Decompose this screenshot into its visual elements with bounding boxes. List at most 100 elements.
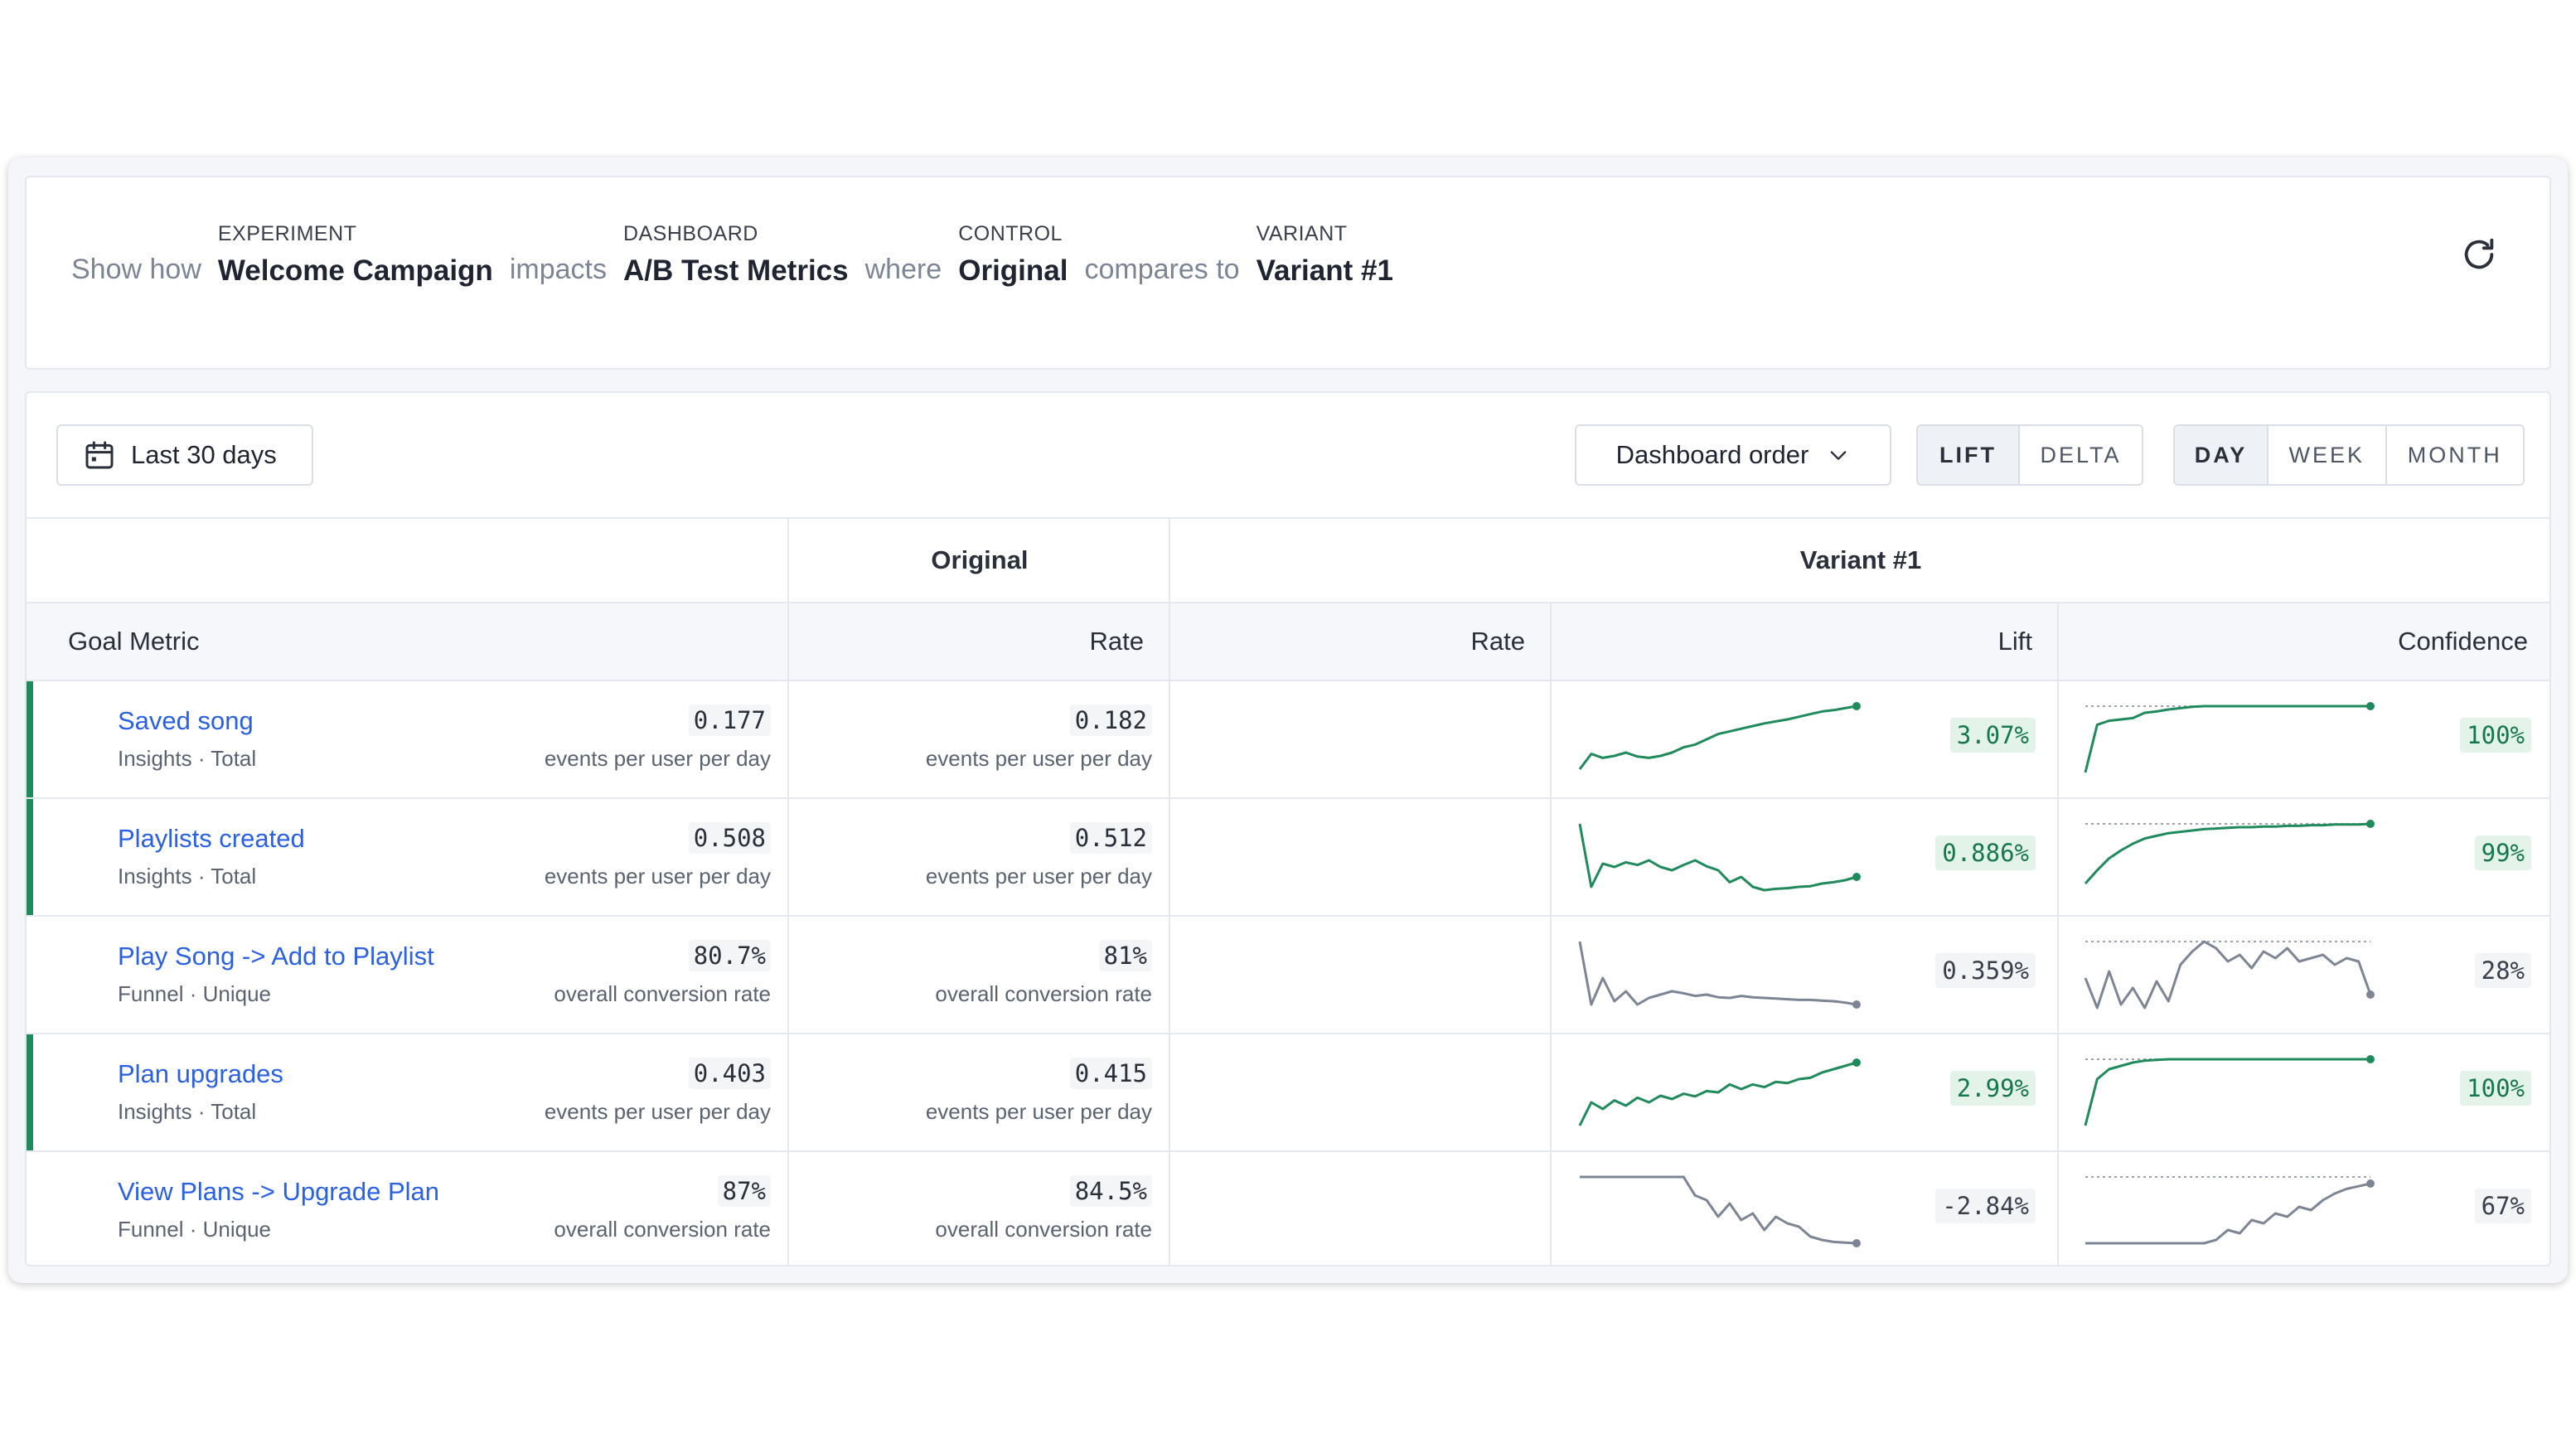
original-rate-value: 80.7% [688, 940, 771, 971]
experiment-value[interactable]: Welcome Campaign [217, 254, 493, 287]
variant-rate-value: 0.415 [1069, 1058, 1152, 1089]
metric-name-link[interactable]: View Plans -> Upgrade Plan [118, 1177, 440, 1206]
column-divider [1169, 517, 1170, 1265]
sparkline-endpoint [1852, 1000, 1861, 1009]
metric-source: Funnel · Unique [118, 1217, 271, 1242]
sparkline-endpoint [1852, 1239, 1861, 1247]
sparkline-path [2085, 1182, 2371, 1245]
original-rate-value: 0.403 [688, 1058, 771, 1089]
confidence-sparkline [2084, 1055, 2375, 1126]
period-toggle: DAY WEEK MONTH [2173, 424, 2525, 486]
significance-marker [27, 681, 33, 797]
word-compares-to: compares to [1084, 254, 1240, 285]
dashboard-value[interactable]: A/B Test Metrics [622, 254, 849, 287]
experiment-picker[interactable]: EXPERIMENT Welcome Campaign [218, 222, 493, 288]
sparkline-path [2084, 1058, 2370, 1126]
sparkline-endpoint [1852, 873, 1861, 881]
confidence-sparkline [2084, 940, 2375, 1010]
lift-value: -2.84% [1935, 1189, 2036, 1223]
dashboard-picker[interactable]: DASHBOARD A/B Test Metrics [623, 222, 849, 288]
mode-toggle: LIFT DELTA [1916, 424, 2143, 486]
original-rate-value: 87% [717, 1175, 771, 1207]
confidence-value: 100% [2460, 1071, 2531, 1106]
order-label: Dashboard order [1615, 440, 1809, 469]
column-divider [787, 517, 789, 1265]
period-option-week[interactable]: WEEK [2266, 426, 2385, 484]
col-confidence: Confidence [2398, 627, 2528, 656]
sparkline-endpoint [2366, 702, 2375, 710]
chevron-down-icon [1830, 451, 1847, 460]
significance-marker [27, 799, 33, 915]
sparkline-path [2084, 940, 2372, 1010]
variant-value[interactable]: Variant #1 [1256, 254, 1393, 287]
group-header-original: Original [931, 545, 1029, 574]
period-option-day[interactable]: DAY [2175, 426, 2267, 484]
metric-name-link[interactable]: Saved song [118, 706, 254, 735]
experiment-header: Show how EXPERIMENT Welcome Campaign imp… [25, 176, 2551, 370]
confidence-sparkline [2084, 702, 2375, 773]
column-divider [1550, 603, 1552, 1265]
sparkline-path [1578, 823, 1857, 892]
group-header-variant: Variant #1 [1799, 545, 1922, 574]
original-rate-unit: events per user per day [544, 864, 771, 889]
metric-name-link[interactable]: Plan upgrades [118, 1059, 283, 1088]
sparkline-endpoint [2366, 1055, 2375, 1063]
table-row[interactable]: Saved song Insights · Total 0.177 events pe… [27, 681, 2549, 799]
significance-marker [27, 1034, 33, 1150]
sparkline-path [2084, 822, 2371, 884]
period-option-month[interactable]: MONTH [2385, 426, 2523, 484]
table-row[interactable]: Play Song -> Add to Playlist Funnel · Uni… [27, 917, 2549, 1034]
table-row[interactable]: Playlists created Insights · Total 0.508 ev… [27, 799, 2549, 917]
col-rate-variant: Rate [1470, 627, 1525, 656]
variant-rate-value: 81% [1098, 940, 1152, 971]
original-rate-unit: events per user per day [544, 746, 771, 771]
order-dropdown[interactable]: Dashboard order [1575, 424, 1891, 486]
variant-rate-unit: events per user per day [925, 746, 1152, 771]
control-picker[interactable]: CONTROL Original [958, 222, 1068, 288]
metric-source: Insights · Total [118, 1099, 257, 1124]
control-value[interactable]: Original [958, 254, 1068, 287]
variant-rate-unit: overall conversion rate [935, 981, 1152, 1006]
variant-rate-unit: overall conversion rate [935, 1217, 1152, 1242]
sparkline-endpoint [1852, 1058, 1861, 1067]
sparkline-path [1580, 1175, 1857, 1245]
column-header-row: Goal Metric Rate Rate Lift Confidence [27, 603, 2549, 681]
group-header-row: Original Variant #1 [27, 517, 2549, 603]
variant-picker[interactable]: VARIANT Variant #1 [1257, 222, 1393, 288]
sparkline-endpoint [2366, 1179, 2375, 1188]
sparkline-endpoint [1852, 702, 1861, 710]
lift-value: 2.99% [1949, 1071, 2036, 1106]
calendar-icon [85, 441, 114, 469]
col-lift: Lift [1997, 627, 2032, 656]
refresh-icon[interactable] [2460, 235, 2498, 274]
date-range-button[interactable]: Last 30 days [56, 424, 313, 486]
original-rate-unit: overall conversion rate [554, 981, 771, 1006]
date-range-label: Last 30 days [131, 440, 277, 469]
original-rate-value: 0.177 [688, 705, 771, 736]
original-rate-value: 0.508 [688, 822, 771, 854]
experiment-sentence: Show how EXPERIMENT Welcome Campaign imp… [71, 222, 1393, 288]
mode-option-delta[interactable]: DELTA [2018, 426, 2142, 484]
dashboard-caption: DASHBOARD [622, 222, 758, 245]
variant-caption: VARIANT [1256, 222, 1348, 245]
variant-rate-value: 0.512 [1069, 822, 1152, 854]
variant-rate-value: 0.182 [1069, 705, 1152, 736]
sparkline-path [1578, 941, 1857, 1006]
confidence-value: 67% [2474, 1189, 2531, 1223]
table-row[interactable]: View Plans -> Upgrade Plan Funnel · Uniqu… [27, 1152, 2549, 1265]
table-row[interactable]: Plan upgrades Insights · Total 0.403 events… [27, 1034, 2549, 1152]
word-show-how: Show how [71, 254, 201, 285]
metric-source: Insights · Total [118, 864, 257, 889]
original-rate-unit: events per user per day [544, 1099, 771, 1124]
lift-value: 3.07% [1949, 718, 2036, 753]
metric-name-link[interactable]: Playlists created [118, 824, 305, 853]
confidence-value: 99% [2474, 835, 2531, 870]
metric-source: Funnel · Unique [118, 981, 271, 1006]
confidence-value: 100% [2460, 718, 2531, 753]
confidence-sparkline [2085, 1176, 2375, 1245]
col-goal-metric: Goal Metric [68, 627, 200, 656]
metric-name-link[interactable]: Play Song -> Add to Playlist [118, 942, 434, 971]
variant-rate-unit: events per user per day [925, 864, 1152, 889]
mode-option-lift[interactable]: LIFT [1918, 426, 2019, 484]
variant-rate-unit: events per user per day [925, 1099, 1152, 1124]
